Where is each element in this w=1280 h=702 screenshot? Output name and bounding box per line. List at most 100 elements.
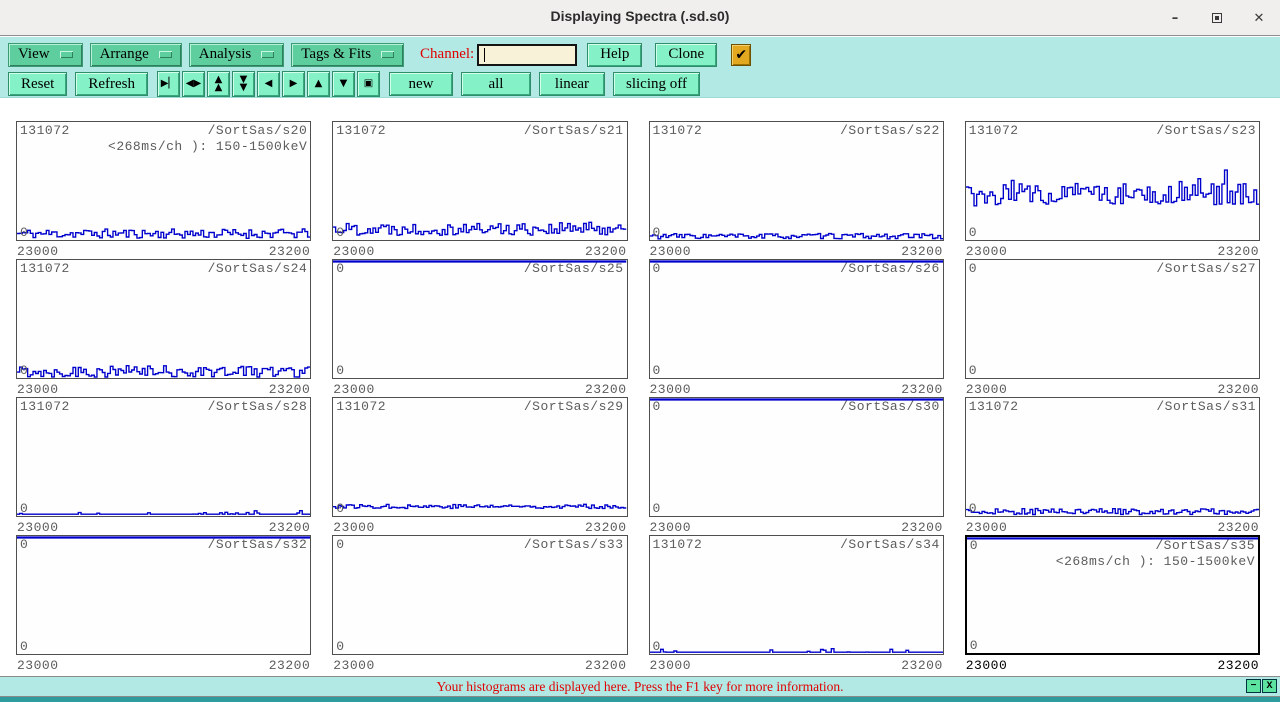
- spectrum-panel[interactable]: 131072 /SortSas/s34 0 23000 23200: [648, 535, 944, 673]
- main-area: 131072 /SortSas/s20 <268ms/ch ): 150-150…: [0, 98, 1280, 676]
- panel-x-axis: 23000 23200: [965, 655, 1260, 673]
- spectrum-panel[interactable]: 131072 /SortSas/s20 <268ms/ch ): 150-150…: [16, 121, 312, 259]
- panel-ymax-label: 0: [336, 261, 345, 276]
- spectrum-panel[interactable]: 0 /SortSas/s32 0 23000 23200: [16, 535, 312, 673]
- new-button[interactable]: new: [388, 72, 453, 96]
- spectrum-panel[interactable]: 0 /SortSas/s27 0 23000 23200: [964, 259, 1260, 397]
- channel-input[interactable]: [477, 43, 578, 66]
- spectrum-panel[interactable]: 131072 /SortSas/s23 0 23000 23200: [964, 121, 1260, 259]
- spectrum-panel[interactable]: 0 /SortSas/s33 0 23000 23200: [332, 535, 628, 673]
- menu-analysis[interactable]: Analysis: [188, 42, 285, 67]
- panel-ymin-label: 0: [20, 363, 29, 378]
- panel-x-axis: 23000 23200: [16, 379, 311, 397]
- spectrum-panel[interactable]: 131072 /SortSas/s28 0 23000 23200: [16, 397, 312, 535]
- all-button[interactable]: all: [460, 72, 531, 96]
- spectrum-frame[interactable]: 131072 /SortSas/s31 0: [964, 397, 1260, 517]
- spectrum-frame[interactable]: 0 /SortSas/s27 0: [964, 259, 1260, 379]
- status-close-button[interactable]: X: [1262, 679, 1277, 693]
- spectrum-frame[interactable]: 131072 /SortSas/s24 0: [16, 259, 312, 379]
- panel-name-label: /SortSas/s30: [840, 399, 940, 414]
- spectrum-frame[interactable]: 0 /SortSas/s25 0: [332, 259, 628, 379]
- refresh-button[interactable]: Refresh: [75, 72, 148, 96]
- spectrum-panel[interactable]: 0 /SortSas/s30 0 23000 23200: [648, 397, 944, 535]
- x-zoom-out-button[interactable]: ◀▶: [181, 71, 205, 97]
- spectrum-panel[interactable]: 131072 /SortSas/s31 0 23000 23200: [964, 397, 1260, 535]
- panel-x-axis: 23000 23200: [649, 379, 944, 397]
- y-shrink-button[interactable]: ▼ ▼: [231, 71, 255, 97]
- spectrum-trace: [649, 232, 943, 240]
- panel-xmin-label: 23000: [965, 382, 1008, 397]
- spectrum-trace: [17, 536, 311, 539]
- spectrum-panel[interactable]: 0 /SortSas/s35 <268ms/ch ): 150-1500keV …: [964, 535, 1260, 673]
- panel-xmin-label: 23000: [333, 658, 375, 673]
- spectra-grid: 131072 /SortSas/s20 <268ms/ch ): 150-150…: [0, 98, 1280, 673]
- spectrum-frame[interactable]: 0 /SortSas/s35 <268ms/ch ): 150-1500keV …: [964, 535, 1260, 655]
- close-icon: ✕: [1253, 10, 1265, 26]
- status-minimize-button[interactable]: −: [1246, 679, 1261, 693]
- spectrum-frame[interactable]: 0 /SortSas/s30 0: [648, 397, 944, 517]
- panel-xmax-label: 23200: [268, 658, 311, 673]
- panel-ymin-label: 0: [336, 225, 345, 240]
- spectrum-panel[interactable]: 0 /SortSas/s25 0 23000 23200: [332, 259, 628, 397]
- y-expand-button[interactable]: ▲ ▲: [206, 71, 230, 97]
- spectrum-frame[interactable]: 131072 /SortSas/s29 0: [332, 397, 628, 517]
- clone-button[interactable]: Clone: [655, 42, 718, 67]
- maximize-button[interactable]: [1206, 7, 1228, 29]
- scroll-right-button[interactable]: ▶: [281, 71, 305, 97]
- panel-xmin-label: 23000: [17, 244, 59, 259]
- panel-ymax-label: 0: [968, 261, 978, 276]
- panel-x-axis: 23000 23200: [332, 379, 627, 397]
- spectrum-trace: [333, 260, 627, 263]
- spectrum-frame[interactable]: 131072 /SortSas/s34 0: [648, 535, 944, 655]
- panel-name-label: /SortSas/s28: [207, 399, 308, 414]
- status-window-controls: − X: [1246, 679, 1277, 693]
- menu-arrange[interactable]: Arrange: [89, 42, 182, 67]
- scroll-down-button[interactable]: ▼: [331, 71, 355, 97]
- panel-xmax-label: 23200: [1217, 520, 1259, 535]
- tags-checkbox[interactable]: ✔: [731, 43, 752, 66]
- spectrum-frame[interactable]: 131072 /SortSas/s28 0: [16, 397, 312, 517]
- cascade-indicator-icon: [381, 51, 395, 58]
- panel-name-label: /SortSas/s26: [840, 261, 940, 276]
- spectrum-frame[interactable]: 0 /SortSas/s33 0: [332, 535, 628, 655]
- help-button[interactable]: Help: [587, 42, 643, 67]
- spectrum-trace: [649, 648, 943, 653]
- spectrum-frame[interactable]: 131072 /SortSas/s20 <268ms/ch ): 150-150…: [16, 121, 312, 241]
- scroll-left-button[interactable]: ◀: [256, 71, 280, 97]
- full-view-icon: ▣: [363, 78, 374, 89]
- panel-name-label: /SortSas/s22: [840, 123, 940, 138]
- menu-view[interactable]: View: [8, 42, 83, 67]
- spectrum-panel[interactable]: 131072 /SortSas/s22 0 23000 23200: [648, 121, 944, 259]
- spectrum-panel[interactable]: 0 /SortSas/s26 0 23000 23200: [648, 259, 944, 397]
- spectrum-panel[interactable]: 131072 /SortSas/s29 0 23000 23200: [332, 397, 628, 535]
- menu-tags-fits[interactable]: Tags & Fits: [291, 42, 405, 67]
- full-view-button[interactable]: ▣: [356, 71, 380, 97]
- channel-label: Channel:: [420, 46, 475, 62]
- x-zoom-in-button[interactable]: ▶▏: [156, 71, 180, 97]
- panel-ymin-label: 0: [336, 363, 345, 378]
- panel-name-label: /SortSas/s34: [840, 537, 940, 552]
- bottom-strip: [0, 696, 1280, 702]
- panel-ymin-label: 0: [968, 225, 978, 240]
- spectrum-frame[interactable]: 131072 /SortSas/s21 0: [332, 121, 628, 241]
- spectrum-trace: [966, 537, 1258, 540]
- spectrum-frame[interactable]: 131072 /SortSas/s23 0: [964, 121, 1260, 241]
- spectrum-frame[interactable]: 0 /SortSas/s32 0: [16, 535, 312, 655]
- spectrum-panel[interactable]: 131072 /SortSas/s24 0 23000 23200: [16, 259, 312, 397]
- linear-button[interactable]: linear: [538, 72, 605, 96]
- reset-button[interactable]: Reset: [8, 72, 68, 96]
- panel-ymin-label: 0: [969, 638, 979, 653]
- scroll-up-button[interactable]: ▲: [306, 71, 330, 97]
- panel-x-axis: 23000 23200: [332, 655, 627, 673]
- minimize-button[interactable]: –: [1164, 7, 1186, 29]
- panel-xmax-label: 23200: [268, 244, 311, 259]
- slicing-button[interactable]: slicing off: [612, 72, 700, 96]
- spectrum-frame[interactable]: 0 /SortSas/s26 0: [648, 259, 944, 379]
- spectrum-panel[interactable]: 131072 /SortSas/s21 0 23000 23200: [332, 121, 628, 259]
- spectrum-trace: [965, 507, 1259, 516]
- close-button[interactable]: ✕: [1248, 7, 1270, 29]
- panel-ymin-label: 0: [968, 363, 978, 378]
- panel-ymin-label: 0: [968, 501, 978, 516]
- spectrum-frame[interactable]: 131072 /SortSas/s22 0: [648, 121, 944, 241]
